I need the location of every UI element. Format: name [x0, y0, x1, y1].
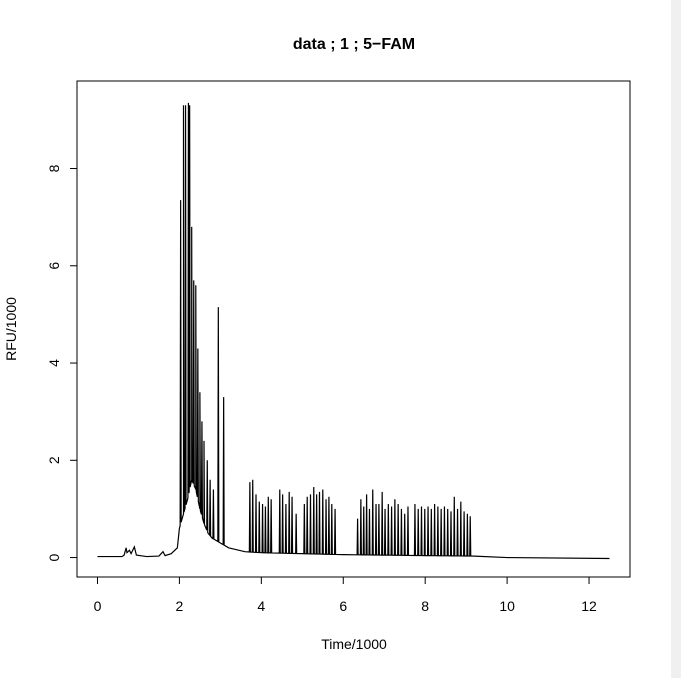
rfu-trace-line: [97, 102, 610, 560]
x-tick-label: 4: [257, 598, 265, 614]
y-tick-label: 0: [46, 553, 62, 561]
x-tick-label: 0: [94, 598, 102, 614]
y-axis-label: RFU/1000: [3, 297, 19, 361]
y-tick-label: 4: [46, 359, 62, 367]
x-axis-label: Time/1000: [321, 636, 387, 652]
x-tick-label: 6: [339, 598, 347, 614]
plot-frame: [76, 80, 631, 578]
y-tick-label: 2: [46, 456, 62, 464]
x-tick-label: 8: [421, 598, 429, 614]
chart-title: data ; 1 ; 5−FAM: [293, 36, 415, 53]
x-tick-label: 2: [176, 598, 184, 614]
y-tick-label: 8: [46, 164, 62, 172]
y-tick-label: 6: [46, 262, 62, 270]
x-axis: 0 2 4 6 8 10 12: [94, 576, 597, 614]
x-tick-label: 10: [499, 598, 515, 614]
x-tick-label: 12: [581, 598, 597, 614]
y-axis: 0 2 4 6 8: [46, 164, 78, 561]
